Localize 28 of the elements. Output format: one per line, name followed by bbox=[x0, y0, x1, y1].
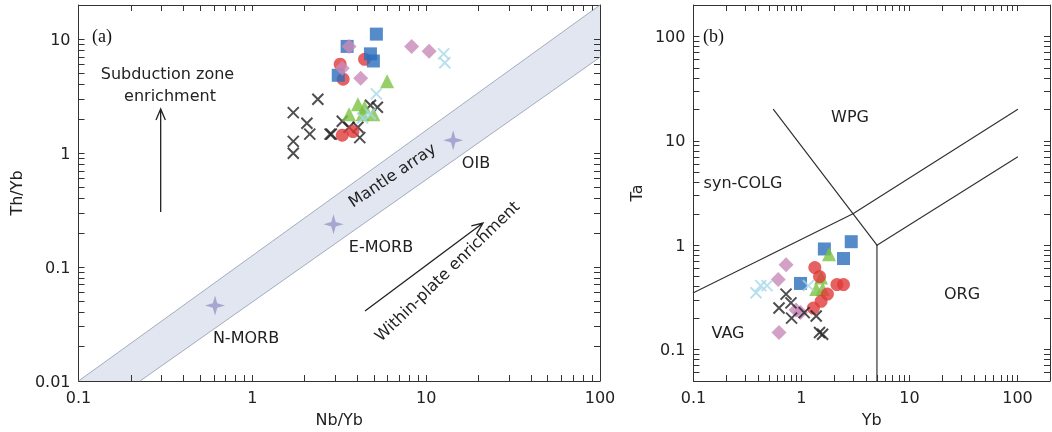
x-axis-title: Yb bbox=[860, 409, 882, 429]
annotation: ORG bbox=[943, 283, 981, 303]
x-tick-label: 10 bbox=[899, 387, 920, 407]
y-tick-label: 0.1 bbox=[45, 257, 71, 277]
x-tick-label: 0.1 bbox=[680, 387, 707, 407]
annotation: OIB bbox=[461, 152, 491, 172]
y-axis-title: Th/Yb bbox=[6, 170, 26, 217]
y-tick-label: 0.1 bbox=[659, 340, 686, 360]
y-tick-label: 100 bbox=[654, 26, 686, 46]
x-tick-label: 100 bbox=[1002, 387, 1033, 407]
y-tick-label: 1 bbox=[60, 143, 71, 163]
x-axis-title: Nb/Yb bbox=[315, 409, 363, 429]
annotation: N-MORB bbox=[212, 327, 280, 347]
x-tick-label: 1 bbox=[796, 387, 807, 407]
y-tick-label: 10 bbox=[665, 131, 686, 151]
annotation: syn-COLG bbox=[703, 172, 783, 192]
annotation: E-MORB bbox=[348, 236, 414, 256]
text: (a) bbox=[92, 26, 112, 47]
x-tick-label: 10 bbox=[416, 387, 437, 407]
text: (b) bbox=[703, 26, 724, 47]
x-tick-label: 100 bbox=[584, 387, 616, 407]
y-tick-label: 10 bbox=[50, 29, 71, 49]
annotation: VAG bbox=[711, 322, 745, 342]
x-tick-label: 1 bbox=[247, 387, 258, 407]
annotation: Subduction zone enrichment bbox=[100, 63, 240, 105]
y-tick-label: 1 bbox=[675, 235, 686, 255]
y-axis-title: Ta bbox=[626, 184, 646, 203]
annotation: WPG bbox=[831, 106, 869, 126]
